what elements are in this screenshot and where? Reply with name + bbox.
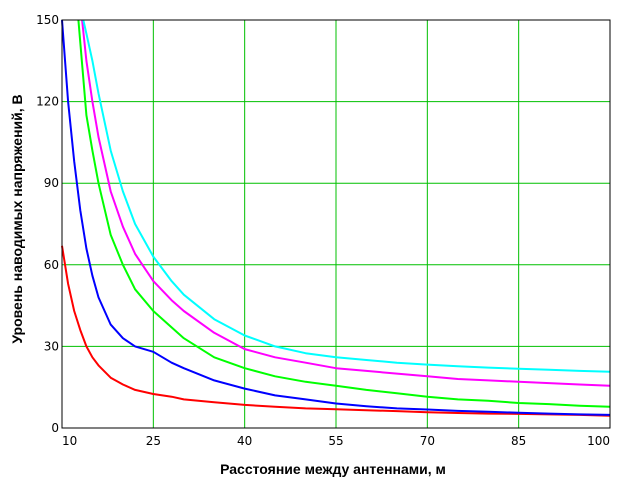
x-tick-label: 70: [420, 434, 435, 448]
series-line-4: [81, 19, 611, 387]
y-tick-label: 60: [44, 258, 59, 272]
series-line-5: [82, 19, 611, 373]
x-tick-labels: 10 25 40 55 70 85 100: [62, 434, 610, 448]
plot-frame: [61, 19, 611, 429]
x-tick-label: 10: [62, 434, 77, 448]
x-tick-label: 55: [328, 434, 343, 448]
series-line-3: [77, 19, 611, 408]
x-tick-label: 85: [511, 434, 526, 448]
y-tick-label: 30: [44, 339, 59, 353]
y-tick-label: 90: [44, 176, 59, 190]
x-axis-title: Расстояние между антеннами, м: [220, 461, 446, 477]
y-tick-label: 120: [36, 95, 59, 109]
x-tick-label: 100: [587, 434, 610, 448]
series-line-1: [61, 245, 611, 417]
y-tick-labels: 0 30 60 90 120 150: [36, 13, 59, 435]
y-tick-label: 150: [36, 13, 59, 27]
grid-lines: [61, 19, 611, 429]
y-tick-label: 0: [51, 421, 59, 435]
chart-series: [61, 19, 611, 417]
x-tick-label: 25: [146, 434, 161, 448]
series-line-2: [61, 19, 611, 416]
y-axis-title: Уровень наводимых напряжений, В: [9, 94, 25, 343]
x-tick-label: 40: [237, 434, 252, 448]
